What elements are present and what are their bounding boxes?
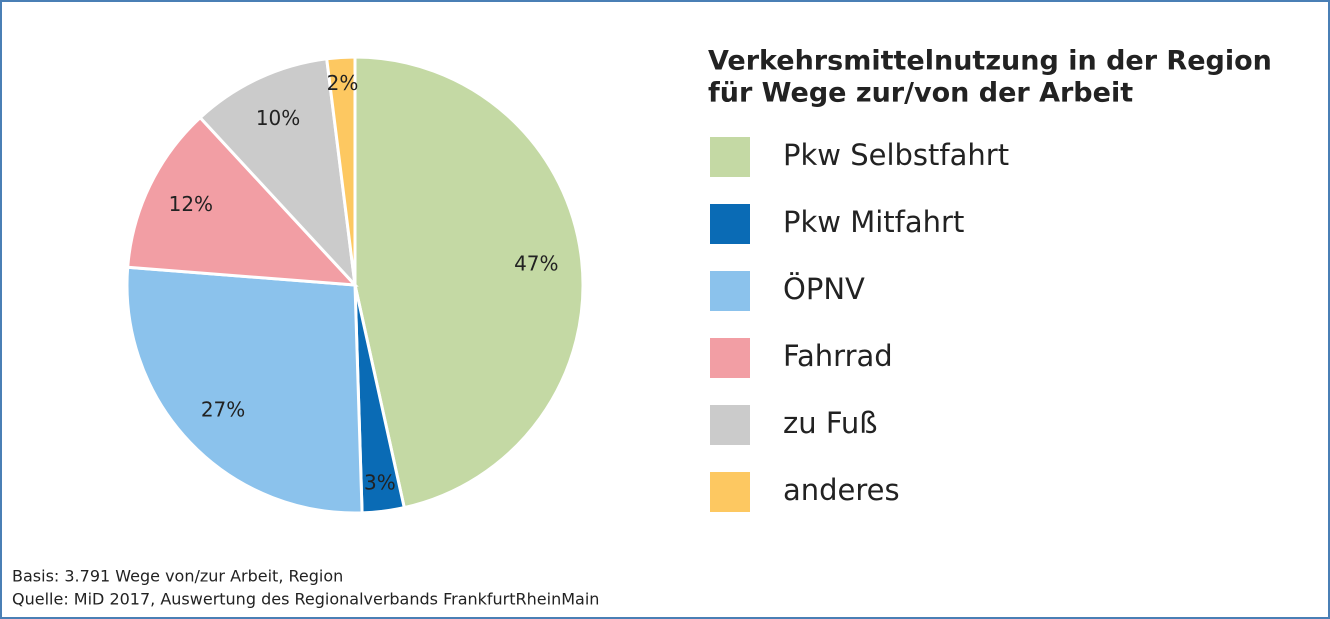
chart-title: Verkehrsmittelnutzung in der Region [708,46,1272,77]
legend-swatch [710,405,750,445]
pie-slice [325,55,357,286]
data-label: 47% [514,252,558,276]
pie-slice [198,57,358,290]
legend-label: Pkw Mitfahrt [783,205,964,239]
legend-swatch [710,204,750,244]
data-label: 3% [364,471,396,495]
legend-label: Pkw Selbstfahrt [783,138,1009,172]
pie-slice [353,55,585,510]
note: Quelle: MiD 2017, Auswertung des Regiona… [12,590,599,609]
legend-swatch [710,472,750,512]
data-label: 2% [327,71,359,95]
legend-label: ÖPNV [783,272,865,306]
pie-slice [125,265,364,515]
data-label: 27% [201,397,245,421]
legend-swatch [710,338,750,378]
legend-label: anderes [783,473,900,507]
data-label: 10% [256,106,300,130]
data-label: 12% [169,192,213,216]
legend-swatch [710,137,750,177]
legend-label: Fahrrad [783,339,893,373]
note: Basis: 3.791 Wege von/zur Arbeit, Region [12,567,343,586]
chart-title: für Wege zur/von der Arbeit [708,78,1133,109]
pie-slice [126,115,359,287]
legend-label: zu Fuß [783,406,878,440]
legend-swatch [710,271,750,311]
